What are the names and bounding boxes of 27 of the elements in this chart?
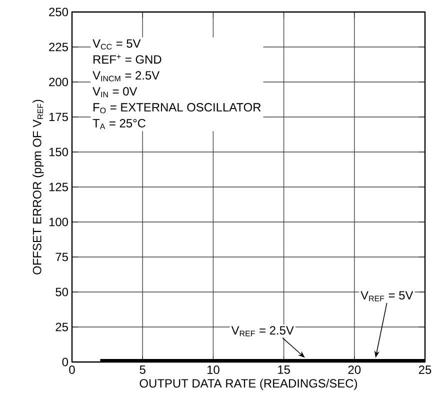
annotation: T$_{A}$ = 25°C <box>92 119 146 130</box>
y-tick-label: 225 <box>49 42 68 52</box>
y-tick-label: 25 <box>56 322 68 332</box>
y-tick-label: 100 <box>49 218 68 226</box>
x-tick-label: 25 <box>418 366 432 374</box>
y-tick-label: 250 <box>49 8 68 16</box>
annotation: V$_{REF}$ = 2.5V <box>231 326 294 336</box>
annotation: V$_{CC}$ = 5V <box>92 39 141 50</box>
x-tick-label: 20 <box>348 366 361 374</box>
y-tick-label: 175 <box>49 112 68 122</box>
annotation: V$_{REF}$ = 5V <box>360 291 414 302</box>
x-tick-label: 15 <box>278 366 290 374</box>
y-tick-label: 150 <box>49 148 68 156</box>
y-tick-label: 75 <box>56 252 68 262</box>
y-tick-label: 125 <box>49 182 68 192</box>
annotation: REF$^{+}$ = GND <box>94 54 162 64</box>
y-tick-label: 200 <box>49 78 68 86</box>
x-tick-label: 5 <box>140 366 146 374</box>
y-tick-label: 50 <box>56 288 68 296</box>
annotation: F$_{O}$ = EXTERNAL OSCILLATOR <box>94 103 261 114</box>
x-tick-label: 0 <box>69 366 75 374</box>
x-axis-title: OUTPUT DATA RATE (READINGS/SEC) <box>140 378 358 390</box>
y-tick-label: 0 <box>62 358 68 366</box>
y-axis-title: OFFSET ERROR (ppm OF V$_{REF}$) <box>32 100 44 274</box>
annotation: V$_{IN}$ = 0V <box>92 87 138 98</box>
annotation: V$_{INCM}$ = 2.5V <box>92 71 160 82</box>
x-tick-label: 10 <box>207 366 220 374</box>
